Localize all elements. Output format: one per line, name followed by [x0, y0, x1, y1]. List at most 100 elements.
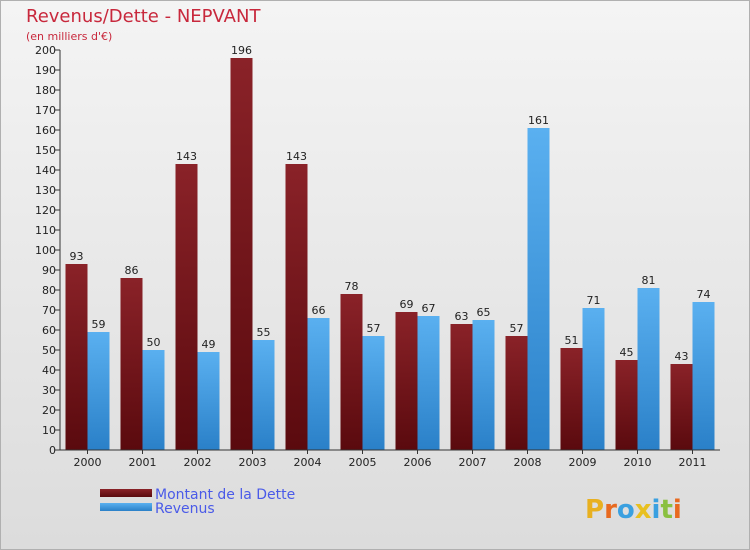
value-label-debt: 86	[125, 264, 139, 277]
legend-label-revenus: Revenus	[155, 501, 215, 517]
value-label-debt: 57	[510, 322, 524, 335]
x-tick-label: 2004	[294, 456, 322, 469]
x-tick-label: 2005	[349, 456, 377, 469]
value-label-debt: 45	[620, 346, 634, 359]
y-tick-label: 90	[42, 264, 56, 277]
y-tick-label: 130	[35, 184, 56, 197]
logo-letter: r	[604, 495, 617, 525]
proxiti-logo-text: Proxiti	[585, 495, 682, 525]
x-tick-label: 2001	[129, 456, 157, 469]
bar-debt	[175, 164, 198, 450]
x-tick-label: 2009	[569, 456, 597, 469]
value-label-revenus: 55	[257, 326, 271, 339]
y-tick-label: 160	[35, 124, 56, 137]
logo-letter: t	[660, 495, 672, 525]
bar-debt	[670, 364, 693, 450]
x-tick-label: 2000	[74, 456, 102, 469]
value-label-debt: 93	[70, 250, 84, 263]
bar-revenus	[197, 352, 220, 450]
legend: Montant de la Dette Revenus	[100, 487, 295, 517]
bar-debt	[230, 58, 253, 450]
value-label-revenus: 71	[587, 294, 601, 307]
value-label-debt: 63	[455, 310, 469, 323]
bar-revenus	[362, 336, 385, 450]
bar-revenus	[417, 316, 440, 450]
chart-subtitle: (en milliers d'€)	[26, 30, 112, 43]
chart-title: Revenus/Dette - NEPVANT	[26, 6, 261, 27]
bar-revenus	[527, 128, 550, 450]
y-tick-label: 50	[42, 344, 56, 357]
y-tick-label: 0	[49, 444, 56, 457]
bar-debt	[615, 360, 638, 450]
x-tick-label: 2010	[624, 456, 652, 469]
y-tick-label: 60	[42, 324, 56, 337]
x-tick-label: 2002	[184, 456, 212, 469]
x-tick-label: 2006	[404, 456, 432, 469]
value-label-revenus: 59	[92, 318, 106, 331]
bar-debt	[120, 278, 143, 450]
value-label-revenus: 74	[697, 288, 711, 301]
y-tick-label: 110	[35, 224, 56, 237]
value-label-revenus: 50	[147, 336, 161, 349]
value-label-revenus: 81	[642, 274, 656, 287]
y-tick-label: 70	[42, 304, 56, 317]
bars-group: 93 59 86 50 143 49 196 55 143 66 78 57 69 67 63 65 57 161…	[65, 44, 715, 450]
value-label-revenus: 66	[312, 304, 326, 317]
value-label-debt: 143	[286, 150, 307, 163]
bar-debt	[395, 312, 418, 450]
y-tick-label: 200	[35, 44, 56, 57]
bar-debt	[285, 164, 308, 450]
value-label-revenus: 161	[528, 114, 549, 127]
legend-label-debt: Montant de la Dette	[155, 487, 295, 503]
y-tick-label: 140	[35, 164, 56, 177]
x-axis: 2000 2001 2002 2003 2004 2005 2006 2007 2008 2009…	[60, 449, 720, 469]
y-tick-label: 100	[35, 244, 56, 257]
y-tick-label: 30	[42, 384, 56, 397]
value-label-debt: 78	[345, 280, 359, 293]
y-tick-label: 190	[35, 64, 56, 77]
value-label-debt: 143	[176, 150, 197, 163]
logo-letter: o	[617, 495, 635, 525]
value-label-debt: 196	[231, 44, 252, 57]
legend-swatch-debt	[100, 489, 152, 497]
value-label-revenus: 57	[367, 322, 381, 335]
bar-revenus	[582, 308, 605, 450]
y-tick-label: 170	[35, 104, 56, 117]
proxiti-logo: Proxiti	[585, 495, 682, 525]
bar-debt	[340, 294, 363, 450]
bar-debt	[65, 264, 88, 450]
y-tick-label: 10	[42, 424, 56, 437]
bar-revenus	[87, 332, 110, 450]
logo-letter: i	[673, 495, 682, 525]
value-label-revenus: 67	[422, 302, 436, 315]
x-tick-label: 2011	[679, 456, 707, 469]
bar-revenus	[307, 318, 330, 450]
y-axis: 0 10 20 30 40 50 60 70 80 90 100 110 120 130 140 150 160…	[35, 44, 61, 457]
value-label-revenus: 65	[477, 306, 491, 319]
bar-debt	[450, 324, 473, 450]
bar-debt	[505, 336, 528, 450]
bar-revenus	[692, 302, 715, 450]
x-tick-label: 2007	[459, 456, 487, 469]
value-label-debt: 51	[565, 334, 579, 347]
x-tick-label: 2008	[514, 456, 542, 469]
logo-letter: x	[635, 495, 652, 525]
value-label-revenus: 49	[202, 338, 216, 351]
logo-letter: P	[585, 495, 604, 525]
value-label-debt: 69	[400, 298, 414, 311]
logo-letter: i	[652, 495, 661, 525]
y-tick-label: 40	[42, 364, 56, 377]
legend-swatch-revenus	[100, 503, 152, 511]
bar-debt	[560, 348, 583, 450]
bar-revenus	[252, 340, 275, 450]
y-tick-label: 150	[35, 144, 56, 157]
value-label-debt: 43	[675, 350, 689, 363]
bar-revenus	[637, 288, 660, 450]
y-tick-label: 180	[35, 84, 56, 97]
y-tick-label: 80	[42, 284, 56, 297]
bar-revenus	[472, 320, 495, 450]
y-tick-label: 20	[42, 404, 56, 417]
x-tick-label: 2003	[239, 456, 267, 469]
